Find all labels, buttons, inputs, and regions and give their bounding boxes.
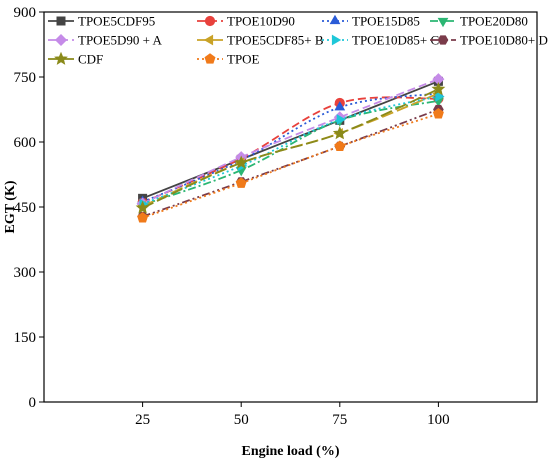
legend-entry: TPOE5D90 + A xyxy=(48,33,163,48)
legend-label: TPOE10D80+ D xyxy=(460,33,548,48)
series-line xyxy=(142,112,439,219)
legend-label: TPOE10D85+ C xyxy=(352,33,439,48)
data-point xyxy=(332,126,347,140)
legend-entry: CDF xyxy=(48,52,103,67)
legend-label: TPOE5CDF95 xyxy=(78,14,155,29)
series-9 xyxy=(137,108,444,223)
legend-entry: TPOE10D80+ D xyxy=(430,33,548,48)
x-tick-label: 75 xyxy=(332,412,347,428)
series-7 xyxy=(137,104,444,222)
legend-marker xyxy=(204,53,216,64)
data-point xyxy=(432,108,444,119)
x-tick-label: 100 xyxy=(427,412,450,428)
x-tick-label: 50 xyxy=(234,412,249,428)
legend-marker xyxy=(54,51,68,65)
series-3 xyxy=(137,97,444,212)
series-line xyxy=(142,99,439,206)
legend-entry: TPOE15D85 xyxy=(322,14,420,29)
axes: 0 150 300 450 600 750 900 25 50 75 100 xyxy=(14,5,450,428)
x-tick-label: 25 xyxy=(135,412,150,428)
legend-label: TPOE20D80 xyxy=(460,14,528,29)
legend-label: TPOE5CDF85+ B xyxy=(227,33,324,48)
series-2 xyxy=(137,87,444,205)
legend-entry: TPOE5CDF85+ B xyxy=(197,33,324,48)
series-line xyxy=(142,95,439,205)
data-point xyxy=(137,212,149,223)
legend-marker xyxy=(331,34,342,46)
y-tick-label: 150 xyxy=(14,330,37,346)
legend: TPOE5CDF95 TPOE10D90 TPOE15D85 TPOE20D80 TPO… xyxy=(48,14,548,67)
series-layer xyxy=(135,73,446,223)
legend-label: TPOE10D90 xyxy=(227,14,295,29)
y-tick-label: 750 xyxy=(14,70,37,86)
y-tick-label: 900 xyxy=(14,5,37,21)
legend-entry: TPOE10D90 xyxy=(197,14,295,29)
x-axis-title: Engine load (%) xyxy=(241,444,339,459)
data-point xyxy=(334,101,346,111)
plot-frame xyxy=(43,11,538,403)
series-line xyxy=(142,92,439,207)
series-line xyxy=(142,92,439,203)
data-point xyxy=(431,81,446,96)
y-axis-title: EGT (K) xyxy=(3,180,18,233)
y-tick-label: 450 xyxy=(14,200,37,216)
series-8 xyxy=(135,81,446,214)
legend-label: TPOE5D90 + A xyxy=(78,33,163,48)
legend-marker xyxy=(56,16,66,26)
series-line xyxy=(142,78,439,205)
legend-label: TPOE xyxy=(227,52,260,67)
legend-entry: TPOE xyxy=(197,52,260,67)
data-point xyxy=(235,177,247,188)
y-tick-label: 600 xyxy=(14,135,37,151)
legend-label: CDF xyxy=(78,52,103,67)
legend-marker xyxy=(54,33,68,47)
legend-marker xyxy=(203,34,214,46)
legend-marker xyxy=(437,35,449,45)
legend-entry: TPOE10D85+ C xyxy=(322,33,439,48)
legend-entry: TPOE20D80 xyxy=(430,14,528,29)
legend-label: TPOE15D85 xyxy=(352,14,420,29)
legend-entry: TPOE5CDF95 xyxy=(48,14,155,29)
data-point xyxy=(334,140,346,151)
series-line xyxy=(142,88,439,209)
series-line xyxy=(142,108,439,218)
data-point xyxy=(435,91,445,102)
data-point xyxy=(135,200,150,214)
y-tick-label: 300 xyxy=(14,265,37,281)
data-point xyxy=(432,73,445,86)
series-line xyxy=(142,80,439,200)
legend-marker xyxy=(204,15,216,27)
data-point xyxy=(336,114,346,125)
data-point xyxy=(234,155,249,169)
y-tick-label: 0 xyxy=(29,395,37,411)
legend-marker xyxy=(437,17,449,28)
legend-marker xyxy=(329,14,341,25)
